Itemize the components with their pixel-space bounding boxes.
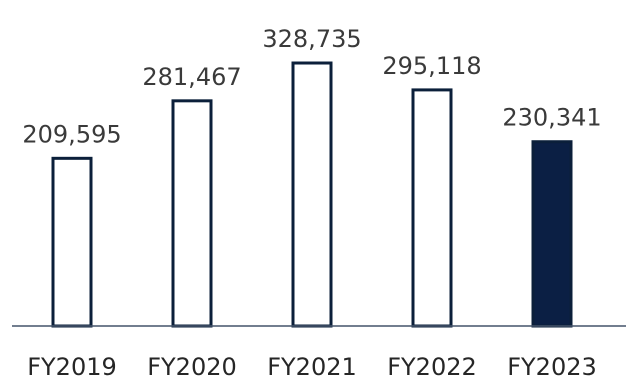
data-label-fy2023: 230,341 — [502, 104, 601, 132]
x-tick-label-fy2021: FY2021 — [267, 353, 357, 381]
data-label-fy2019: 209,595 — [22, 120, 121, 148]
bar-fy2019 — [51, 156, 93, 328]
bar-fy2023 — [531, 140, 573, 328]
data-label-fy2021: 328,735 — [262, 25, 361, 53]
data-label-fy2022: 295,118 — [382, 52, 481, 80]
x-tick-label-fy2020: FY2020 — [147, 353, 237, 381]
data-labels-group: 209,595 281,467 328,735 295,118 230,341 — [22, 25, 601, 148]
bar-fy2021 — [291, 61, 333, 328]
bar-fy2022 — [411, 88, 453, 328]
bars-group — [51, 61, 573, 328]
x-tick-label-fy2023: FY2023 — [507, 353, 597, 381]
x-tick-label-fy2022: FY2022 — [387, 353, 477, 381]
x-tick-labels-group: FY2019 FY2020 FY2021 FY2022 FY2023 — [27, 353, 597, 381]
data-label-fy2020: 281,467 — [142, 63, 241, 91]
bar-fy2020 — [171, 99, 213, 328]
x-tick-label-fy2019: FY2019 — [27, 353, 117, 381]
